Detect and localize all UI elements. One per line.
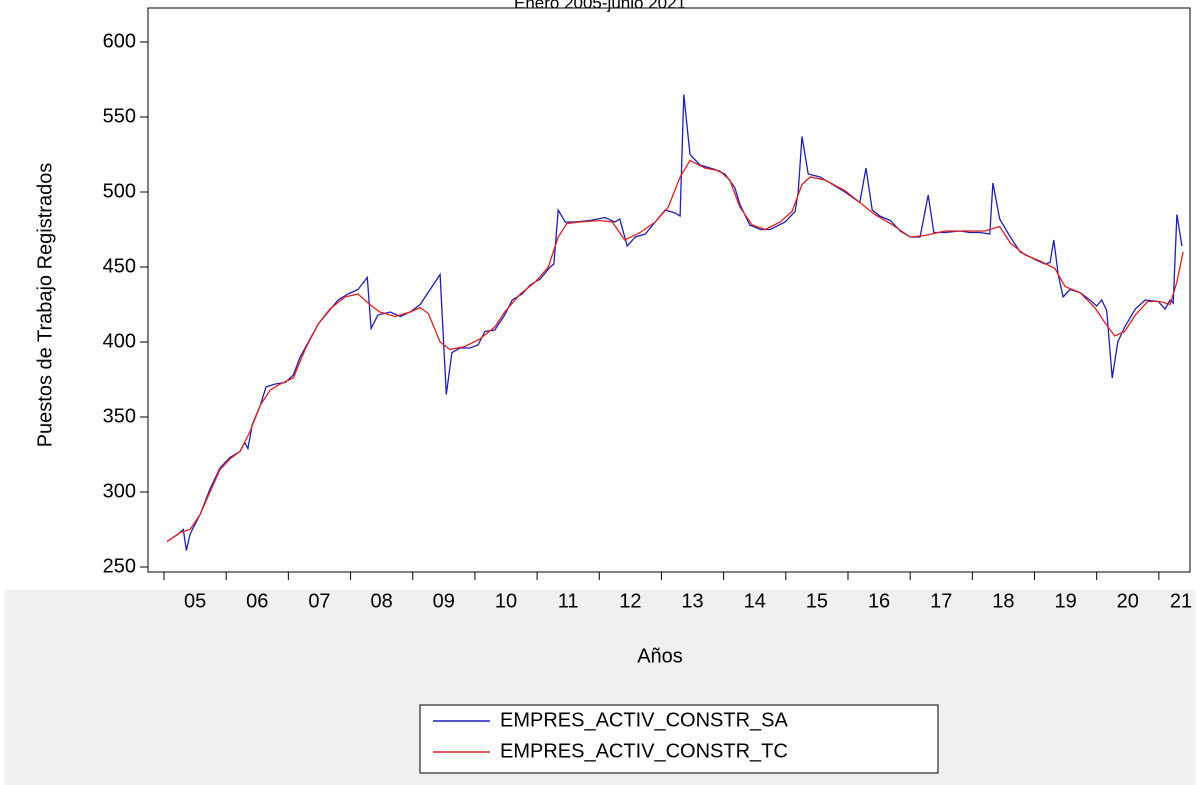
chart-title: Enero 2005-junio 2021 — [514, 0, 686, 12]
x-tick-label: 18 — [992, 590, 1014, 612]
x-tick-label: 19 — [1054, 590, 1076, 612]
plot-layer: 250 300 350 400 450 500 550 600 05 06 07 08 09 10 11 12… — [103, 30, 1193, 762]
x-tick-label: 07 — [308, 590, 330, 612]
x-tick-label: 16 — [868, 590, 890, 612]
x-tick-label: 13 — [681, 590, 703, 612]
y-tick-label: 250 — [103, 555, 136, 577]
x-tick-label: 12 — [619, 590, 641, 612]
x-tick-label: 21 — [1170, 590, 1192, 612]
x-tick-label: 10 — [495, 590, 517, 612]
x-tick-label: 15 — [806, 590, 828, 612]
y-tick-label: 400 — [103, 330, 136, 352]
x-tick-label: 08 — [371, 590, 393, 612]
y-tick-label: 600 — [103, 30, 136, 52]
plot-area — [147, 7, 1191, 573]
y-tick-label: 500 — [103, 180, 136, 202]
legend-label: EMPRES_ACTIV_CONSTR_SA — [500, 709, 789, 731]
x-tick-label: 06 — [246, 590, 268, 612]
x-tick-label: 05 — [184, 590, 206, 612]
y-tick-label: 350 — [103, 405, 136, 427]
x-tick-label: 09 — [433, 590, 455, 612]
x-tick-label: 11 — [558, 590, 579, 612]
series-line — [166, 159, 1184, 543]
x-tick-label: 20 — [1117, 590, 1139, 612]
x-tick-label: 14 — [744, 590, 766, 612]
x-tick-label: 17 — [930, 590, 952, 612]
legend-label: EMPRES_ACTIV_CONSTR_TC — [500, 740, 788, 762]
legend — [419, 704, 939, 774]
y-axis-label: Puestos de Trabajo Registrados — [34, 163, 56, 448]
y-tick-label: 550 — [103, 105, 136, 127]
x-axis-label: Años — [637, 645, 683, 667]
y-tick-label: 450 — [103, 255, 136, 277]
y-tick-label: 300 — [103, 480, 136, 502]
